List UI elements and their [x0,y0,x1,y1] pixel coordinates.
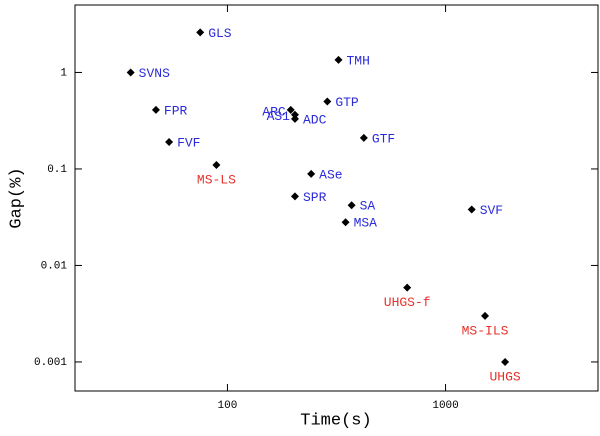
data-point [323,97,332,106]
data-point [151,105,160,114]
point-label: SA [360,199,376,214]
point-label: SVNS [139,66,170,81]
y-tick-label: 0.001 [34,357,67,369]
point-label: TMH [347,53,370,68]
data-point [307,169,316,178]
point-label: GTP [335,95,359,110]
point-label: GTF [372,131,395,146]
point-label: MS-LS [197,172,236,187]
data-point [334,55,343,64]
y-axis-label: Gap(%) [7,167,26,228]
data-point [359,133,368,142]
point-label: FVF [177,135,200,150]
data-point [347,201,356,210]
data-point [286,105,295,114]
y-tick-label: 0.01 [41,260,68,272]
point-label: FPR [164,103,188,118]
point-label: ADC [303,112,327,127]
point-label: SVF [480,203,503,218]
data-point [501,357,510,366]
y-tick-label: 0.1 [47,164,67,176]
point-label: SPR [303,190,327,205]
data-point [481,311,490,320]
data-point [290,110,299,119]
data-point [126,68,135,77]
x-axis-label: Time(s) [300,411,371,430]
point-label: ARC [262,104,286,119]
point-label: MSA [354,216,378,231]
point-label: GLS [208,26,232,41]
data-point [165,138,174,147]
point-label: ASe [319,167,342,182]
plot-frame [74,4,599,392]
data-point [290,114,299,123]
data-point [341,218,350,227]
point-label: UHGS [489,369,520,384]
data-point [290,192,299,201]
data-point [467,205,476,214]
x-tick-label: 1000 [432,400,458,412]
y-tick-label: 1 [60,67,67,79]
data-point [196,28,205,37]
point-label: MS-ILS [462,323,509,338]
point-label: UHGS-f [384,295,431,310]
data-point [403,283,412,292]
data-point [212,160,221,169]
point-label: AS1 [267,109,291,124]
x-tick-label: 100 [218,400,238,412]
